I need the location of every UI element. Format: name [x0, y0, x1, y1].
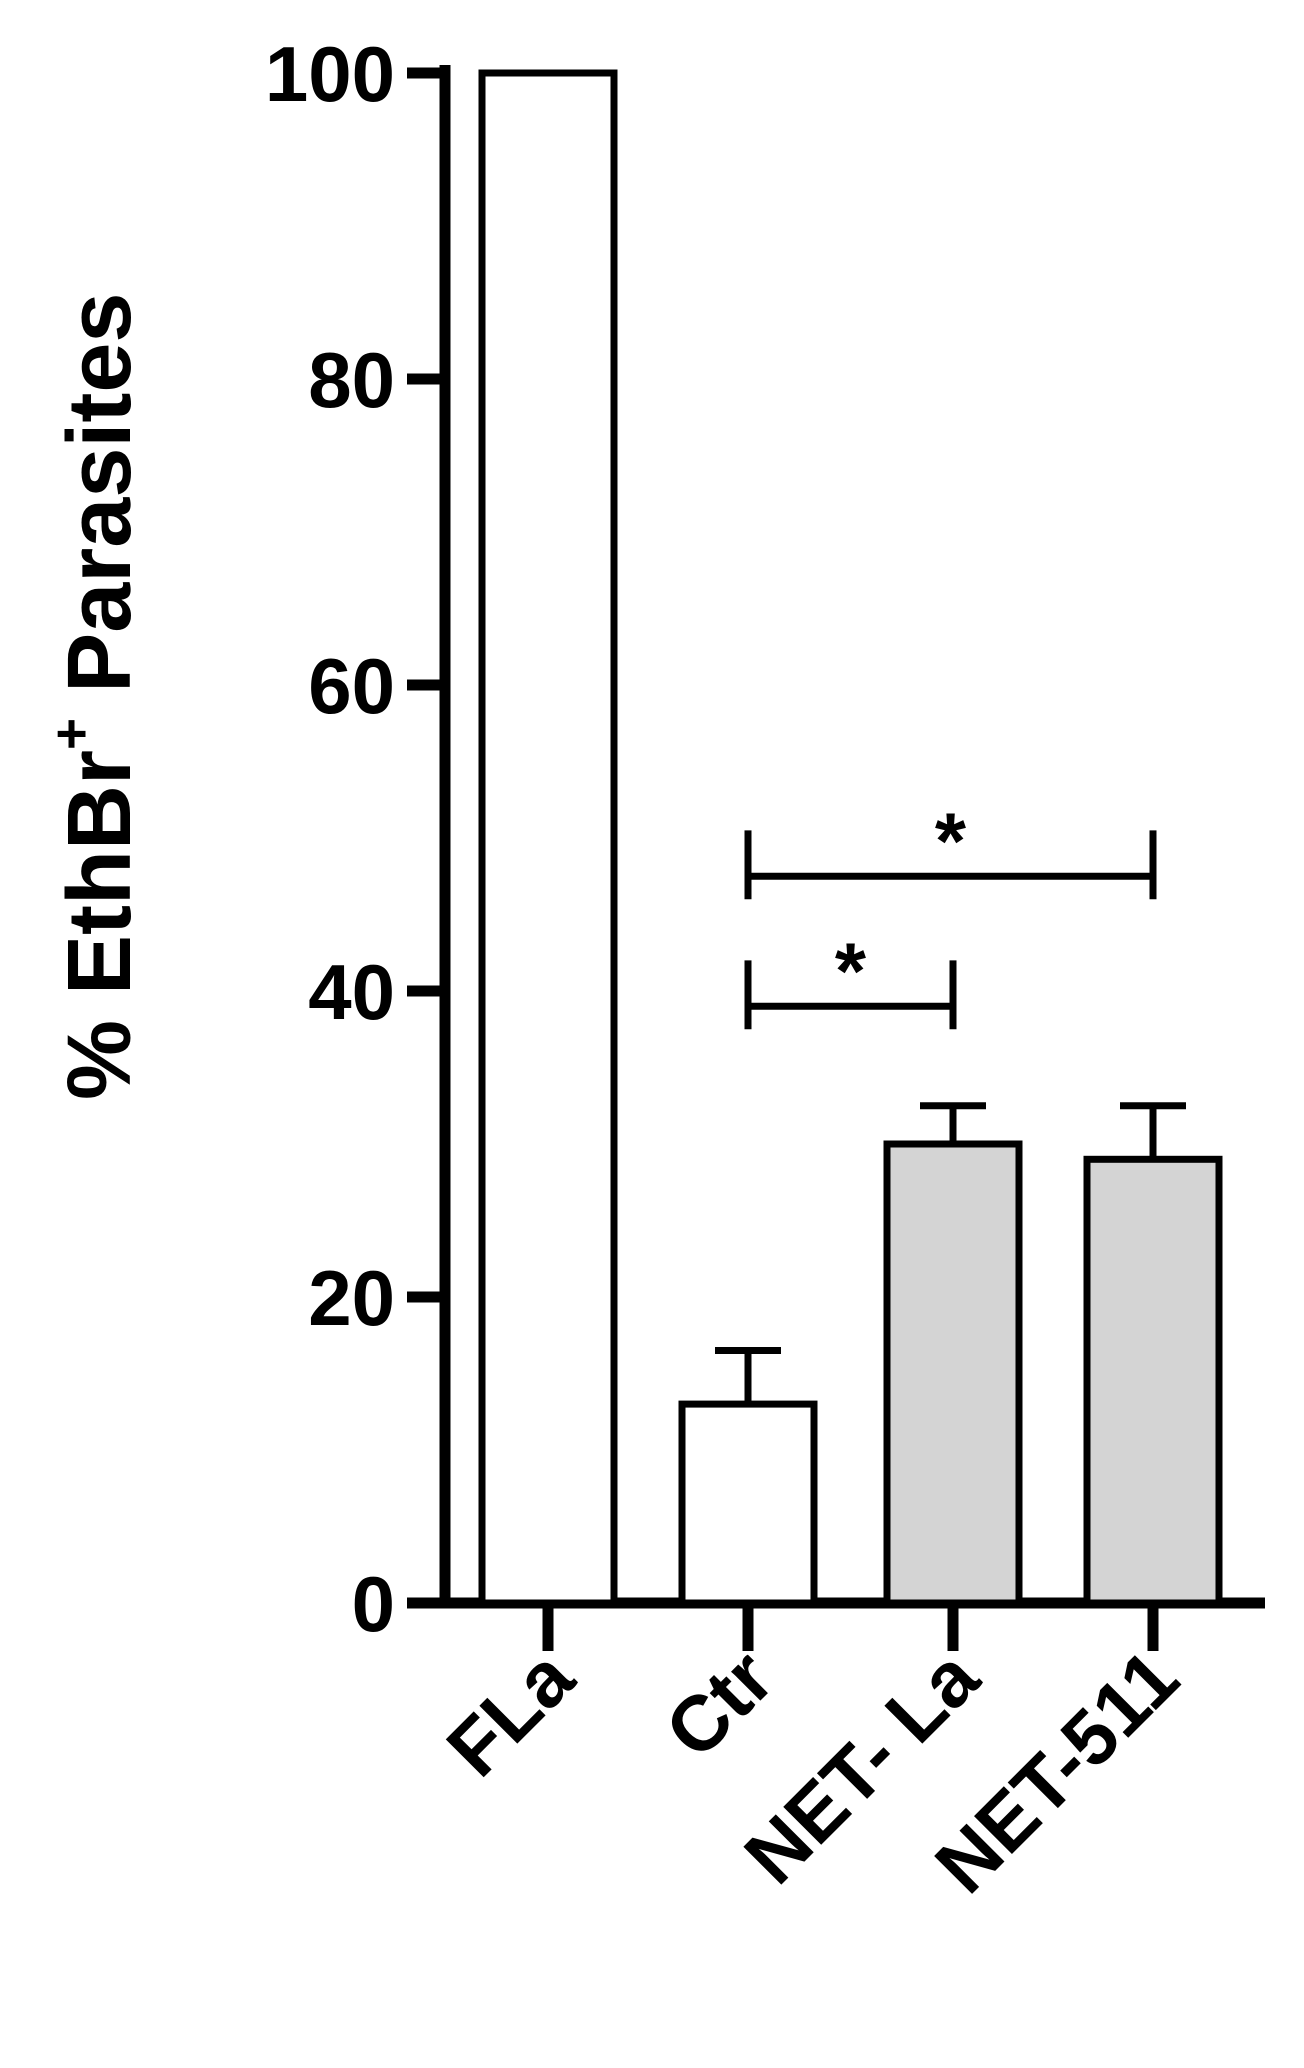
y-axis-label-tail: Parasites [50, 293, 150, 718]
y-axis-label-sup: + [40, 718, 102, 750]
bar [883, 1140, 1023, 1607]
y-axis-title: % EthBr+ Parasites [40, 293, 150, 1100]
x-tick-label: FLa [430, 1632, 591, 1793]
y-axis-label-main: % EthBr [50, 750, 150, 1100]
y-tick-label: 0 [352, 1560, 395, 1648]
significance-label: * [835, 926, 867, 1015]
bar [478, 69, 618, 1607]
bar [678, 1400, 818, 1607]
y-tick-label: 20 [308, 1254, 395, 1342]
error-bars [715, 1102, 1186, 1405]
y-tick-label: 100 [265, 30, 395, 118]
y-tick-label: 60 [308, 642, 395, 730]
significance-label: * [935, 796, 967, 885]
significance-brackets: ** [744, 796, 1157, 1030]
y-ticks: 0 20 40 60 80 100 [265, 30, 445, 1648]
y-tick-label: 80 [308, 336, 395, 424]
x-tick-label: Ctr [648, 1633, 790, 1775]
bars [478, 69, 1223, 1607]
bar [1083, 1155, 1223, 1607]
y-tick-label: 40 [308, 948, 395, 1036]
y-axis-label: % EthBr+ Parasites [40, 293, 150, 1100]
